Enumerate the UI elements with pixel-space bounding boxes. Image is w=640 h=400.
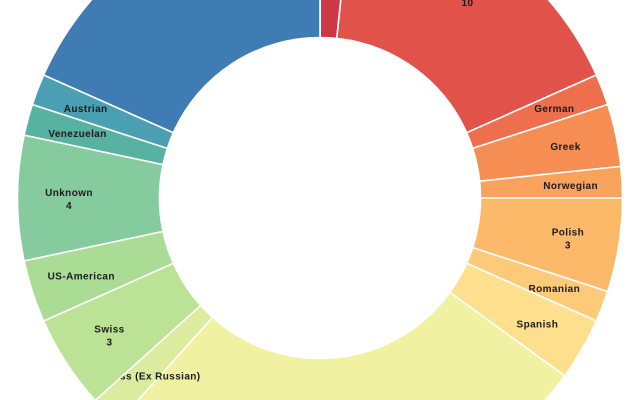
segment-label-greek: Greek	[550, 142, 580, 153]
segment-label-us-american: US-American	[48, 272, 115, 283]
donut-segment-unlabeled-15[interactable]	[42, 0, 321, 134]
segment-label-norwegian: Norwegian	[543, 181, 598, 192]
segment-label-swiss: Swiss 3	[94, 325, 124, 349]
donut-segment-unlabeled-8[interactable]	[118, 291, 566, 400]
segment-label-romanian: Romanian	[529, 284, 581, 295]
segment-label-austrian: Austrian	[64, 104, 108, 115]
segment-label-unknown: Unknown 4	[45, 188, 93, 212]
segment-label-stateless-ex-russian: Stateless (Ex Russian)	[84, 371, 200, 382]
segment-label-value-1: 10	[462, 0, 474, 9]
segment-label-venezuelan: Venezuelan	[48, 129, 106, 140]
segment-label-spanish: Spanish	[517, 320, 559, 331]
segment-label-polish: Polish 3	[552, 227, 584, 251]
segment-label-german: German	[534, 104, 574, 115]
donut-segment-unlabeled-1[interactable]	[335, 0, 598, 134]
